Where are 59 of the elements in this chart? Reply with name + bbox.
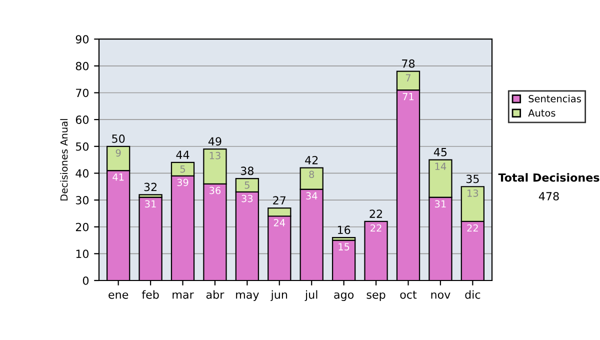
x-tick-label: feb: [142, 290, 159, 299]
text: Total Decisiones: [498, 173, 600, 182]
x-tick-label: ago: [334, 292, 354, 301]
data-label: 13: [210, 152, 220, 160]
total-label: 32: [144, 182, 156, 192]
y-tick-label: 50: [76, 142, 89, 151]
data-label: 34: [306, 192, 318, 200]
data-label: 31: [145, 200, 156, 208]
y-tick-label: 60: [76, 116, 89, 124]
total-label: 49: [208, 137, 222, 146]
x-tick-label: sep: [366, 292, 386, 301]
total-label: 50: [112, 134, 125, 143]
data-label: 41: [112, 174, 124, 181]
data-label: 5: [244, 182, 250, 189]
total-label: 27: [273, 196, 286, 204]
data-label: 33: [242, 194, 253, 202]
data-label: 39: [177, 178, 188, 186]
legend-label: Sentencias: [528, 94, 581, 102]
y-tick-label: 40: [76, 169, 89, 178]
total-label: 22: [370, 210, 382, 218]
data-label: 71: [402, 93, 414, 100]
data-label: 7: [406, 74, 411, 82]
y-tick-label: 0: [82, 276, 89, 285]
data-label: 22: [370, 224, 382, 232]
x-tick-label: may: [236, 292, 259, 301]
total-label: 42: [305, 156, 318, 164]
data-label: 31: [435, 200, 446, 208]
total-label: 38: [240, 166, 254, 176]
data-label: 5: [180, 165, 185, 173]
data-label: 24: [274, 218, 286, 226]
data-label: 9: [116, 149, 121, 157]
x-tick-label: jun: [270, 290, 288, 301]
y-axis-title: Decisiones Anual: [60, 119, 68, 200]
data-label: 36: [210, 186, 221, 194]
y-tick-label: 80: [76, 62, 89, 70]
y-tick-label: 30: [76, 196, 89, 204]
data-label: 15: [338, 243, 350, 250]
x-tick-label: jul: [304, 290, 318, 301]
text: 478: [538, 192, 559, 200]
total-label: 44: [176, 150, 190, 159]
total-label: 78: [402, 59, 415, 68]
data-label: 13: [468, 189, 478, 197]
x-tick-label: oct: [400, 290, 417, 299]
legend-label: Autos: [528, 109, 556, 117]
x-tick-label: abr: [206, 290, 224, 299]
total-label: 35: [466, 174, 479, 184]
y-tick-label: 20: [76, 222, 89, 232]
x-tick-label: dic: [465, 290, 480, 299]
y-tick-label: 10: [76, 250, 89, 258]
x-tick-label: ene: [108, 292, 128, 299]
x-tick-label: nov: [431, 292, 450, 299]
total-label: 45: [434, 148, 447, 156]
data-label: 22: [467, 224, 478, 232]
total-label: 16: [338, 226, 350, 234]
y-tick-label: 70: [76, 88, 89, 98]
data-label: 8: [309, 170, 314, 178]
y-tick-label: 90: [76, 35, 89, 44]
data-label: 14: [435, 162, 446, 170]
x-tick-label: mar: [172, 292, 194, 299]
